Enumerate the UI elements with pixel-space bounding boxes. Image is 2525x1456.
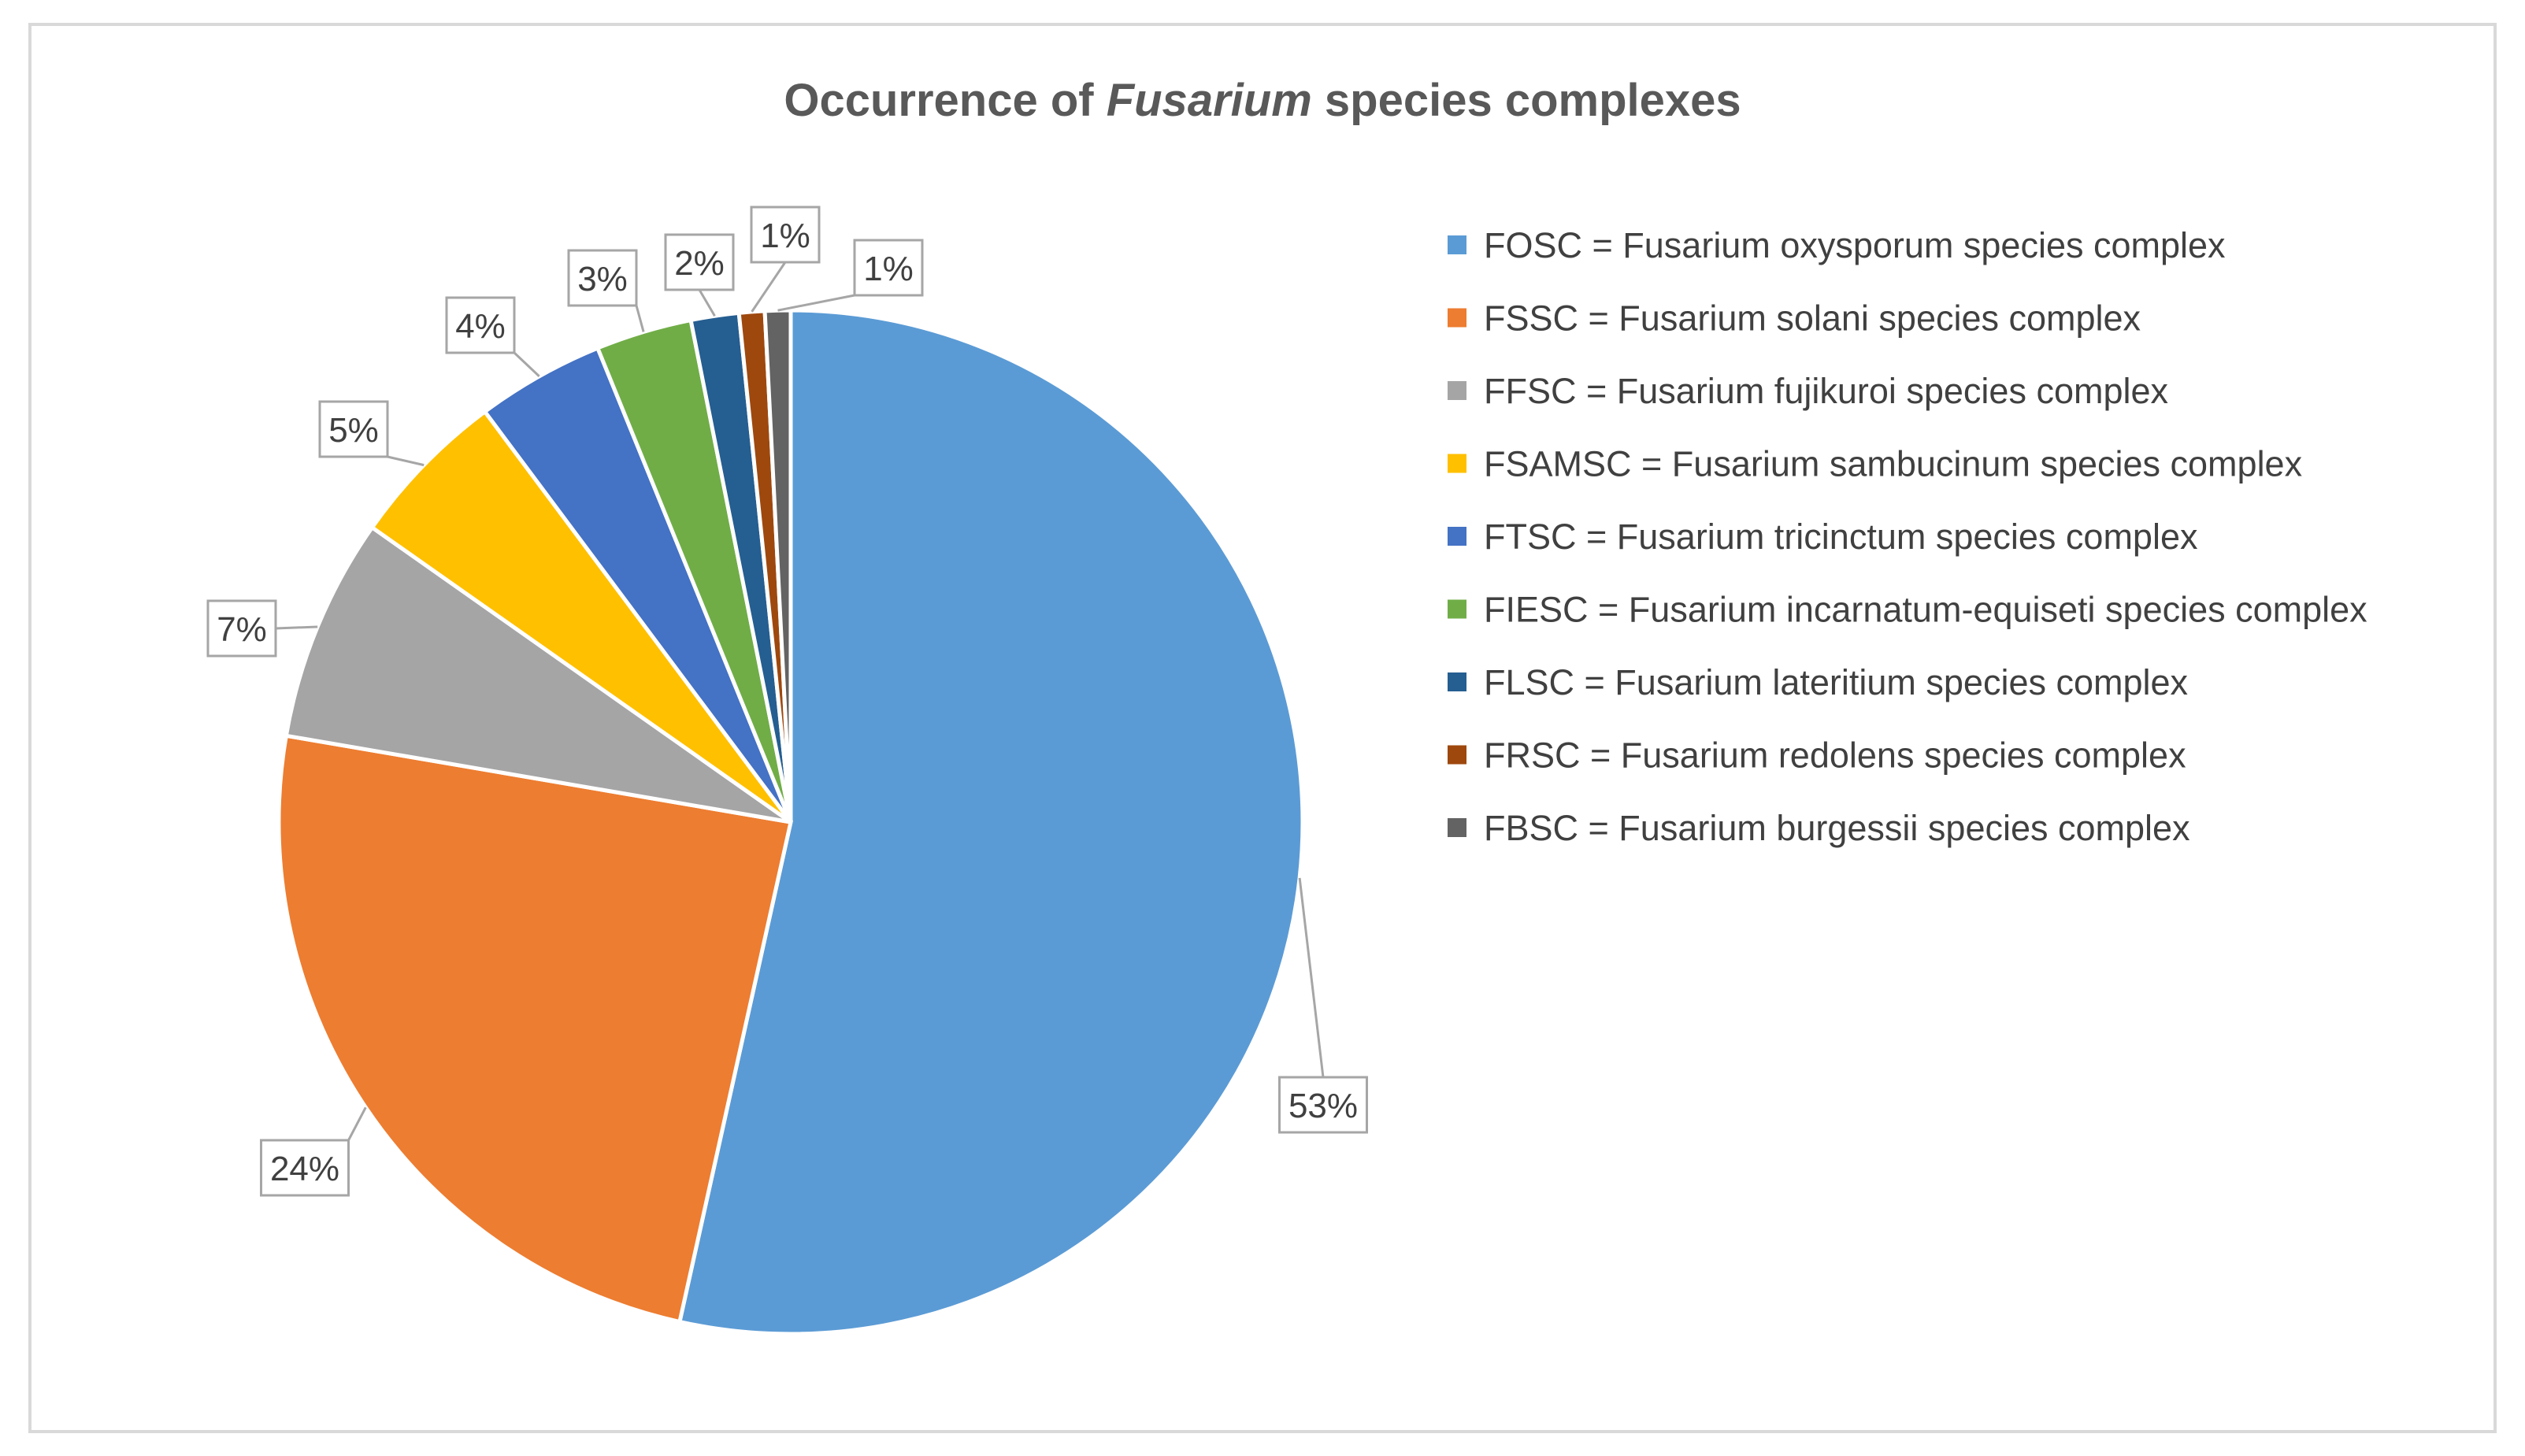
callout-leader-line — [347, 1106, 367, 1141]
legend-entry-label: FSAMSC = Fusarium sambucinum species com… — [1484, 444, 2303, 484]
pie-slice — [369, 409, 793, 824]
data-label-box — [853, 239, 924, 297]
callout-leader-line — [777, 294, 855, 312]
data-label: 1% — [863, 250, 914, 288]
chart-title-part: Occurrence of — [784, 75, 1106, 126]
data-label: 7% — [217, 610, 267, 649]
pie-slice — [276, 733, 794, 1324]
callout-leader-line — [751, 261, 787, 313]
legend-entry-label: FSSC = Fusarium solani species complex — [1484, 298, 2141, 339]
data-label: 3% — [577, 260, 628, 298]
data-label-box — [664, 233, 735, 291]
legend-swatch — [1448, 381, 1466, 400]
data-label-box — [260, 1139, 350, 1197]
callout-leader-line — [387, 455, 425, 467]
callout-leader-line — [275, 625, 318, 630]
callout-leader-line — [635, 305, 645, 332]
legend-swatch — [1448, 235, 1466, 254]
data-label-box — [206, 599, 277, 658]
data-label-box — [1278, 1076, 1368, 1134]
pie-slices — [276, 308, 1305, 1336]
pie-slice — [677, 308, 1305, 1336]
legend-entry-label: FFSC = Fusarium fujikuroi species comple… — [1484, 371, 2169, 411]
callout-leader-line — [698, 289, 716, 317]
legend-entry-label: FOSC = Fusarium oxysporum species comple… — [1484, 225, 2226, 265]
legend-swatch — [1448, 454, 1466, 473]
chart-title-part: Fusarium — [1107, 75, 1312, 126]
legend-entry-label: FRSC = Fusarium redolens species complex — [1484, 735, 2186, 776]
legend-swatch — [1448, 308, 1466, 328]
legend-swatch — [1448, 672, 1466, 691]
chart-title-part: species complexes — [1312, 75, 1741, 126]
data-label: 1% — [760, 217, 810, 255]
legend: FOSC = Fusarium oxysporum species comple… — [1448, 225, 2367, 848]
chart-title: Occurrence of Fusarium species complexes — [784, 75, 1741, 126]
data-label: 4% — [455, 307, 506, 346]
data-label: 5% — [328, 411, 379, 450]
legend-swatch — [1448, 527, 1466, 546]
data-label-callouts: 53% 24% 7% 5% 4% 3% 2% 1% 1% — [206, 206, 1368, 1197]
data-label: 53% — [1288, 1087, 1358, 1125]
data-label-box — [750, 206, 821, 264]
legend-swatch — [1448, 599, 1466, 619]
legend-swatch — [1448, 745, 1466, 765]
data-label-box — [318, 400, 389, 458]
data-label-box — [445, 296, 516, 354]
callout-leader-line — [513, 351, 540, 377]
data-label: 24% — [270, 1150, 339, 1188]
data-label-box — [567, 249, 638, 307]
callout-leader-line — [1298, 877, 1325, 1078]
data-label: 2% — [674, 244, 725, 283]
legend-entry-label: FLSC = Fusarium lateritium species compl… — [1484, 662, 2189, 702]
legend-entry-label: FBSC = Fusarium burgessii species comple… — [1484, 808, 2190, 848]
legend-entry-label: FTSC = Fusarium tricinctum species compl… — [1484, 517, 2198, 557]
legend-swatch — [1448, 818, 1466, 837]
legend-entry-label: FIESC = Fusarium incarnatum-equiseti spe… — [1484, 590, 2367, 630]
